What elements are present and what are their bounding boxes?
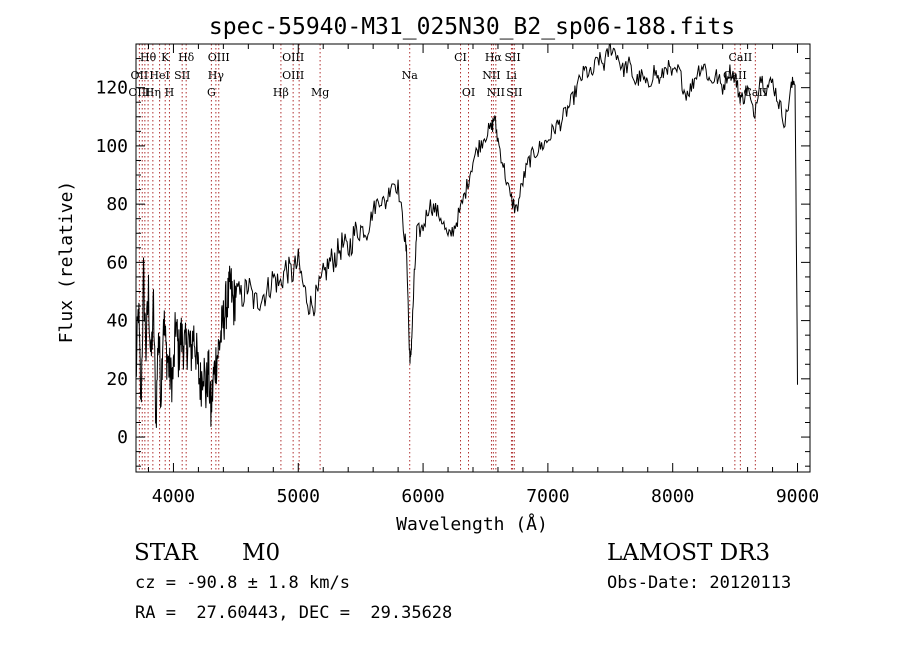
x-tick-label: 9000	[776, 486, 819, 507]
marker-label: Hβ	[273, 86, 289, 99]
x-tick-label: 4000	[152, 486, 195, 507]
marker-label: SII	[504, 51, 520, 64]
y-tick-label: 20	[106, 369, 128, 390]
y-tick-label: 100	[95, 136, 128, 157]
marker-label: NII	[482, 69, 500, 82]
coordinates: RA = 27.60443, DEC = 29.35628	[135, 603, 453, 623]
y-tick-label: 0	[117, 427, 128, 448]
marker-label: Li	[506, 69, 517, 82]
x-tick-label: 7000	[526, 486, 569, 507]
marker-label: CaII	[729, 51, 753, 64]
marker-label: CaII	[743, 86, 767, 99]
line-markers	[138, 44, 756, 472]
y-tick-label: 40	[106, 311, 128, 332]
x-tick-label: 6000	[401, 486, 444, 507]
marker-label: Hα	[485, 51, 503, 64]
marker-label: CI	[454, 51, 467, 64]
marker-label: SII	[506, 86, 522, 99]
y-axis-label: Flux (relative)	[56, 181, 77, 344]
obs-date: Obs-Date: 20120113	[607, 573, 792, 593]
x-axis-ticks: 4000 5000 6000 7000 8000 9000	[147, 44, 819, 507]
marker-label: HeI	[149, 69, 169, 82]
marker-label: OII	[131, 69, 149, 82]
star-class: STAR	[134, 540, 198, 566]
marker-label: OIII	[128, 86, 150, 99]
spectrum-plot: spec-55940-M31_025N30_B2_sp06-188.fits H…	[56, 14, 819, 535]
velocity-readout: cz = -90.8 ± 1.8 km/s	[135, 573, 350, 593]
marker-label: H	[165, 86, 175, 99]
marker-label: SII	[174, 69, 190, 82]
marker-label: G	[207, 86, 216, 99]
marker-label: Hη	[145, 86, 161, 99]
plot-frame	[135, 43, 811, 473]
chart-title: spec-55940-M31_025N30_B2_sp06-188.fits	[209, 14, 735, 40]
y-tick-label: 60	[106, 252, 128, 273]
y-tick-label: 120	[95, 78, 128, 99]
y-axis-ticks: 0 20 40 60 80 100 120	[95, 58, 810, 467]
x-axis-label: Wavelength (Å)	[396, 513, 548, 535]
marker-label: Na	[402, 69, 419, 82]
marker-label: OIII	[282, 69, 304, 82]
spectrum-line	[135, 42, 798, 428]
x-tick-label: 5000	[277, 486, 320, 507]
marker-label: Hγ	[208, 69, 225, 82]
marker-label: NII	[487, 86, 505, 99]
marker-label: OI	[462, 86, 475, 99]
marker-label: OIII	[208, 51, 230, 64]
star-subclass: M0	[242, 540, 281, 566]
survey-name: LAMOST DR3	[607, 540, 771, 566]
marker-label: K	[161, 51, 170, 64]
x-tick-label: 8000	[651, 486, 694, 507]
marker-label: Hδ	[178, 51, 195, 64]
marker-label: OIII	[282, 51, 304, 64]
y-tick-label: 80	[106, 194, 128, 215]
marker-label: Mg	[311, 86, 329, 99]
marker-label: Hθ	[140, 51, 157, 64]
